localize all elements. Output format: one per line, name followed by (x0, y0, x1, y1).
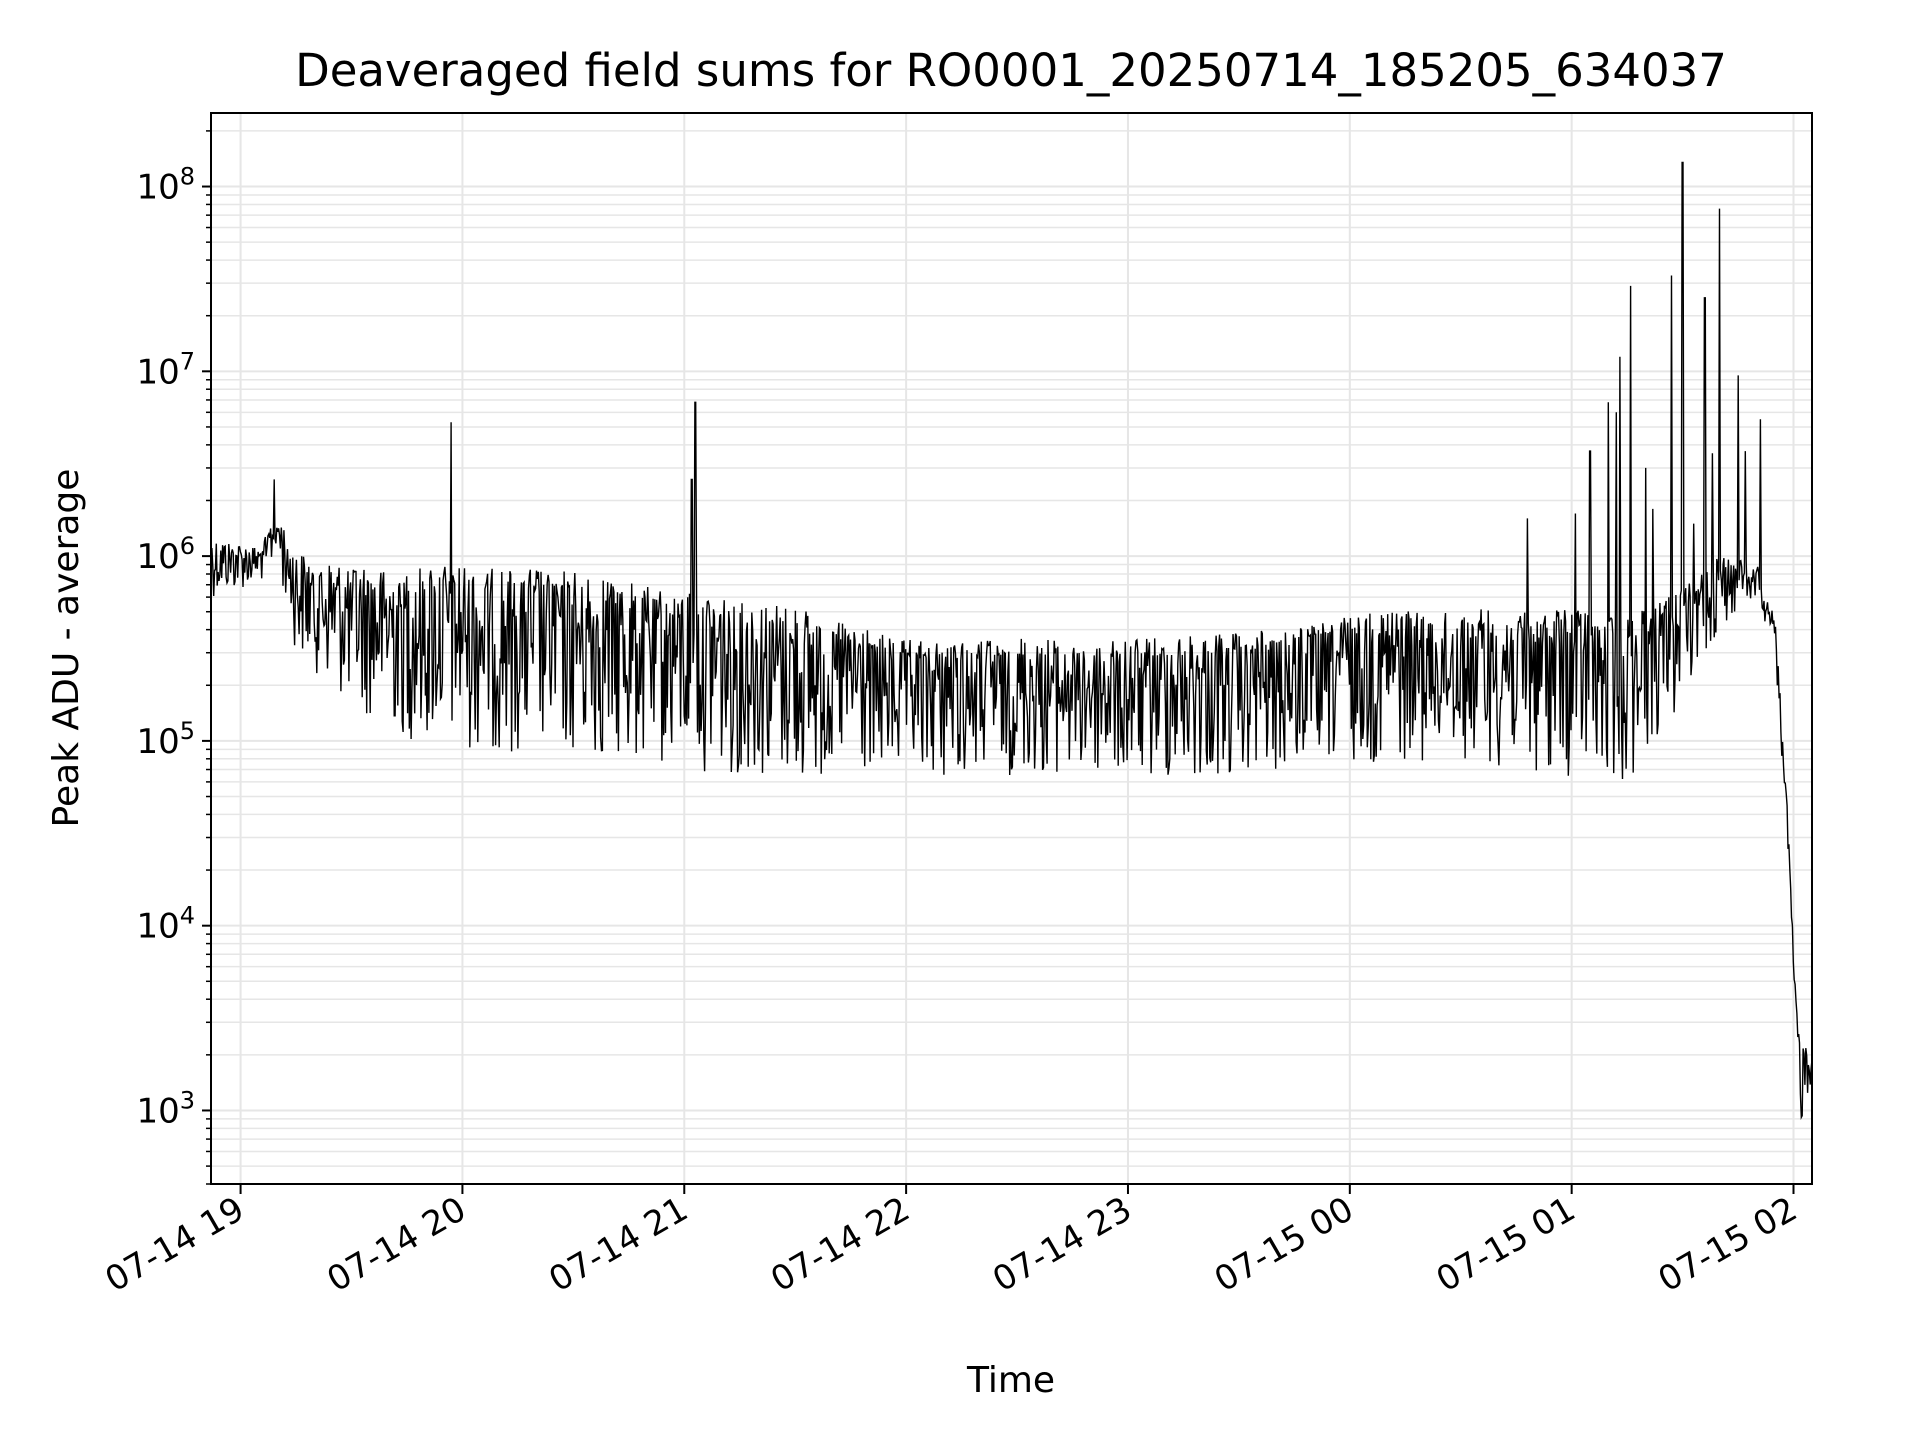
x-tick-label: 07-14 21 (542, 1189, 694, 1300)
x-tick-label: 07-14 19 (99, 1189, 251, 1300)
chart-title: Deaveraged field sums for RO0001_2025071… (295, 44, 1727, 97)
x-axis-title: Time (966, 1360, 1055, 1401)
x-tick-label: 07-14 23 (986, 1189, 1138, 1300)
y-tick-label: 103 (136, 1086, 195, 1131)
y-tick-label: 105 (136, 717, 195, 762)
x-tick-label: 07-15 01 (1430, 1189, 1582, 1300)
x-tick-label: 07-14 22 (764, 1189, 916, 1300)
y-axis-title: Peak ADU - average (46, 469, 87, 828)
x-tick-label: 07-14 20 (321, 1189, 473, 1300)
series-line (210, 161, 1813, 1121)
y-tick-label: 104 (136, 902, 195, 947)
y-tick-label: 108 (136, 163, 195, 208)
x-tick-label: 07-15 00 (1208, 1189, 1360, 1300)
y-tick-label: 107 (136, 347, 195, 392)
plot-frame (210, 112, 1813, 1185)
x-tick-label: 07-15 02 (1652, 1189, 1804, 1300)
y-tick-label: 106 (136, 532, 195, 577)
series-peak-adu (210, 161, 1813, 1121)
